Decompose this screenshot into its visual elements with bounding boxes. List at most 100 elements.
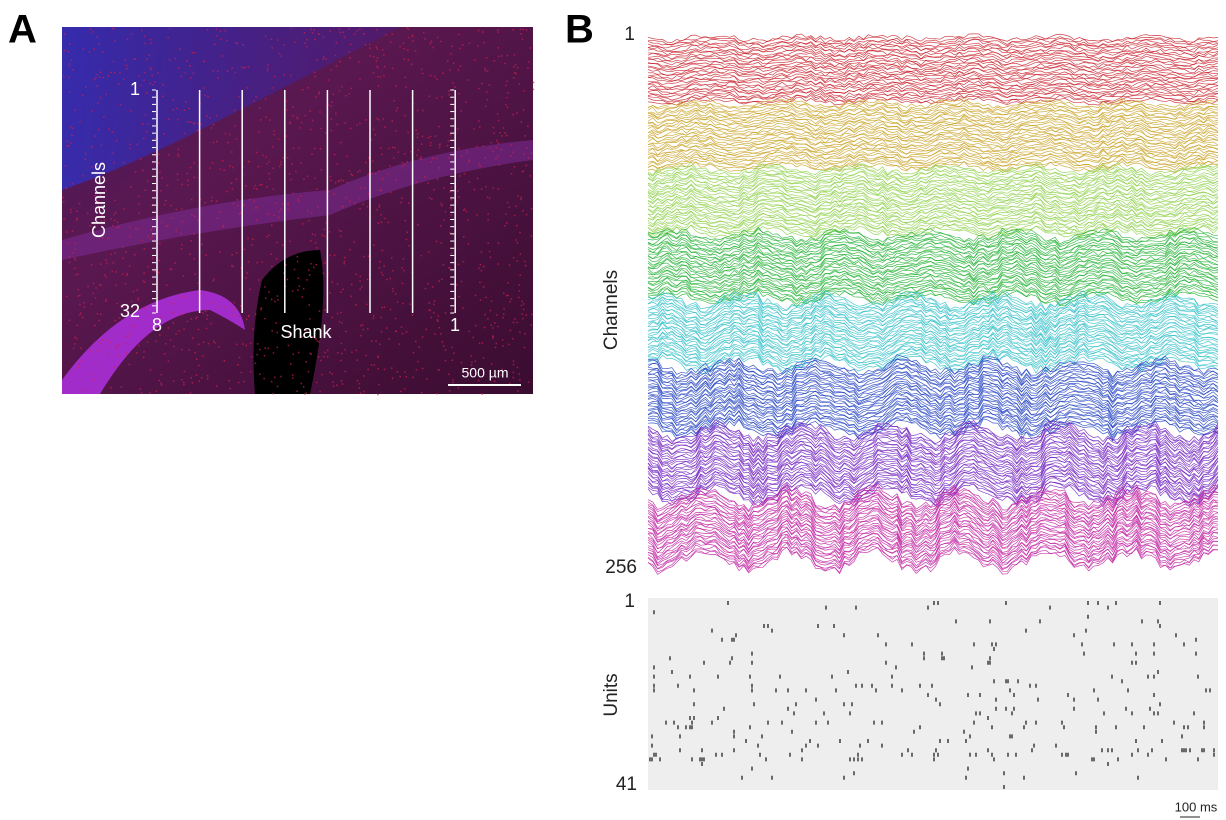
trace [647,466,1219,493]
trace [647,336,1219,356]
trace [647,473,1219,497]
scale-label: 500 µm [462,365,509,381]
trace [647,132,1219,144]
trace [647,339,1219,360]
trace [647,398,1219,422]
trace [647,524,1219,554]
trace [647,308,1219,330]
trace [647,357,1219,380]
trace [647,280,1219,299]
trace [647,424,1219,450]
trace [647,530,1219,559]
trace [647,292,1219,313]
trace [647,434,1219,459]
trace [647,67,1219,78]
trace [647,80,1219,91]
trace [647,109,1219,122]
trace [647,299,1219,319]
spike-raster [649,601,1215,789]
channel-top: 1 [624,24,635,45]
trace [647,414,1219,438]
spikes [649,601,1215,789]
trace [647,130,1219,144]
trace [647,66,1219,76]
trace [647,141,1219,153]
trace [647,312,1219,333]
trace [647,500,1219,530]
trace [647,482,1219,512]
trace [647,112,1218,124]
trace [647,53,1219,64]
trace [647,279,1219,298]
trace [647,545,1219,574]
trace [647,546,1219,575]
trace [647,224,1219,240]
trace [647,136,1219,149]
trace [647,238,1219,255]
trace [647,93,1219,102]
panel-label: A [8,8,37,52]
tissue-gap [253,250,324,394]
trace [647,302,1219,322]
trace [647,314,1219,335]
trace [647,175,1219,191]
trace [647,277,1219,295]
tissue-layer [62,290,245,394]
unit-bottom: 41 [616,774,637,795]
trace [647,294,1219,316]
trace [647,241,1219,259]
trace [647,64,1219,74]
trace [647,346,1219,367]
trace [647,333,1219,354]
trace [647,331,1219,352]
trace [647,385,1219,408]
tissue-band [62,27,400,190]
trace [647,289,1219,308]
trace [647,237,1218,254]
shank-right: 1 [450,315,460,335]
trace [647,497,1219,527]
trace [647,157,1219,169]
trace [647,194,1219,210]
trace [647,370,1219,394]
trace [647,226,1219,245]
trace [647,533,1219,564]
trace [647,288,1219,306]
trace [647,490,1219,521]
trace [647,114,1219,127]
trace [647,284,1219,301]
trace [647,511,1219,541]
probe-shanks [152,89,456,314]
trace [647,325,1219,346]
trace [647,148,1218,162]
trace [647,175,1219,189]
trace [647,87,1219,96]
trace [647,450,1219,476]
trace [647,96,1219,106]
trace [647,234,1219,252]
panel-label: B [565,8,594,52]
trace [647,486,1219,514]
trace [647,161,1219,177]
trace [647,469,1219,495]
trace [647,290,1219,312]
trace [647,76,1219,86]
trace [647,503,1219,533]
trace [647,206,1219,223]
trace [647,419,1219,445]
trace [647,182,1219,198]
trace [647,232,1219,251]
trace [647,405,1219,429]
trace [647,505,1219,535]
trace [647,383,1219,406]
trace [647,82,1219,92]
trace [647,222,1219,237]
trace [647,329,1219,350]
channel-bottom: 256 [605,557,637,578]
trace [647,422,1219,447]
trace [647,539,1219,570]
trace [647,452,1219,477]
raster-background [648,598,1218,790]
trace [647,139,1219,151]
trace [647,462,1219,487]
